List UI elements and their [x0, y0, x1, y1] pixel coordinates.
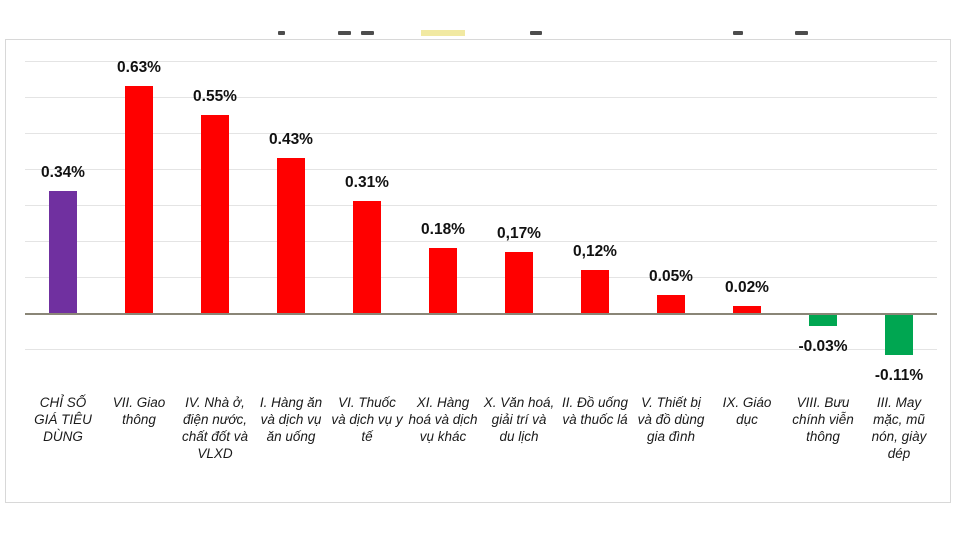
- cropped-title-remnant-mark: [338, 31, 351, 35]
- cropped-title-remnant-mark: [795, 31, 808, 35]
- gridline: [25, 241, 937, 242]
- category-label: II. Đồ uống và thuốc lá: [561, 395, 629, 427]
- category-label: X. Văn hoá, giải trí và du lịch: [483, 395, 555, 444]
- category-label: IX. Giáo dục: [722, 395, 772, 427]
- cropped-title-remnant-mark: [278, 31, 285, 35]
- bar-value-label: 0.63%: [117, 59, 161, 76]
- bar-value-label: 0.31%: [345, 174, 389, 191]
- category-label: VIII. Bưu chính viễn thông: [792, 395, 854, 444]
- gridline: [25, 205, 937, 206]
- bar-7: [505, 252, 533, 313]
- bar-9: [657, 295, 685, 313]
- chart-plot-panel: [5, 39, 951, 503]
- bar-1: [49, 191, 77, 313]
- bar-value-label: -0.03%: [798, 338, 848, 355]
- gridline: [25, 61, 937, 62]
- category-label: CHỈ SỐ GIÁ TIÊU DÙNG: [34, 395, 92, 444]
- bar-2: [125, 86, 153, 313]
- cropped-title-highlight-mark: [421, 30, 465, 36]
- x-axis-zero-line: [25, 313, 937, 315]
- bar-8: [581, 270, 609, 313]
- bar-3: [201, 115, 229, 313]
- category-label: IV. Nhà ở, điện nước, chất đốt và VLXD: [181, 395, 249, 461]
- category-label: V. Thiết bị và đồ dùng gia đình: [637, 395, 705, 444]
- bar-value-label: 0.55%: [193, 88, 237, 105]
- cropped-title-remnant-mark: [361, 31, 374, 35]
- bar-value-label: 0.34%: [41, 164, 85, 181]
- gridline: [25, 133, 937, 134]
- bar-value-label: 0,17%: [497, 225, 541, 242]
- gridline: [25, 97, 937, 98]
- cropped-title-remnant-mark: [733, 31, 743, 35]
- bar-value-label: -0.11%: [874, 367, 924, 384]
- bar-10: [733, 306, 761, 313]
- bar-11: [809, 315, 837, 326]
- bar-4: [277, 158, 305, 313]
- gridline: [25, 169, 937, 170]
- bar-value-label: 0,12%: [573, 243, 617, 260]
- bar-5: [353, 201, 381, 313]
- bar-value-label: 0.43%: [269, 131, 313, 148]
- bar-12: [885, 315, 913, 355]
- bar-6: [429, 248, 457, 313]
- category-label: XI. Hàng hoá và dịch vụ khác: [408, 395, 478, 444]
- gridline: [25, 277, 937, 278]
- bar-value-label: 0.02%: [725, 279, 769, 296]
- category-label: VI. Thuốc và dịch vụ y tế: [331, 395, 403, 444]
- category-label: III. May mặc, mũ nón, giày dép: [871, 395, 927, 461]
- bar-value-label: 0.05%: [649, 268, 693, 285]
- gridline: [25, 349, 937, 350]
- cropped-title-remnant-mark: [530, 31, 542, 35]
- category-label: I. Hàng ăn và dịch vụ ăn uống: [259, 395, 323, 444]
- bar-value-label: 0.18%: [421, 221, 465, 238]
- category-label: VII. Giao thông: [112, 395, 166, 427]
